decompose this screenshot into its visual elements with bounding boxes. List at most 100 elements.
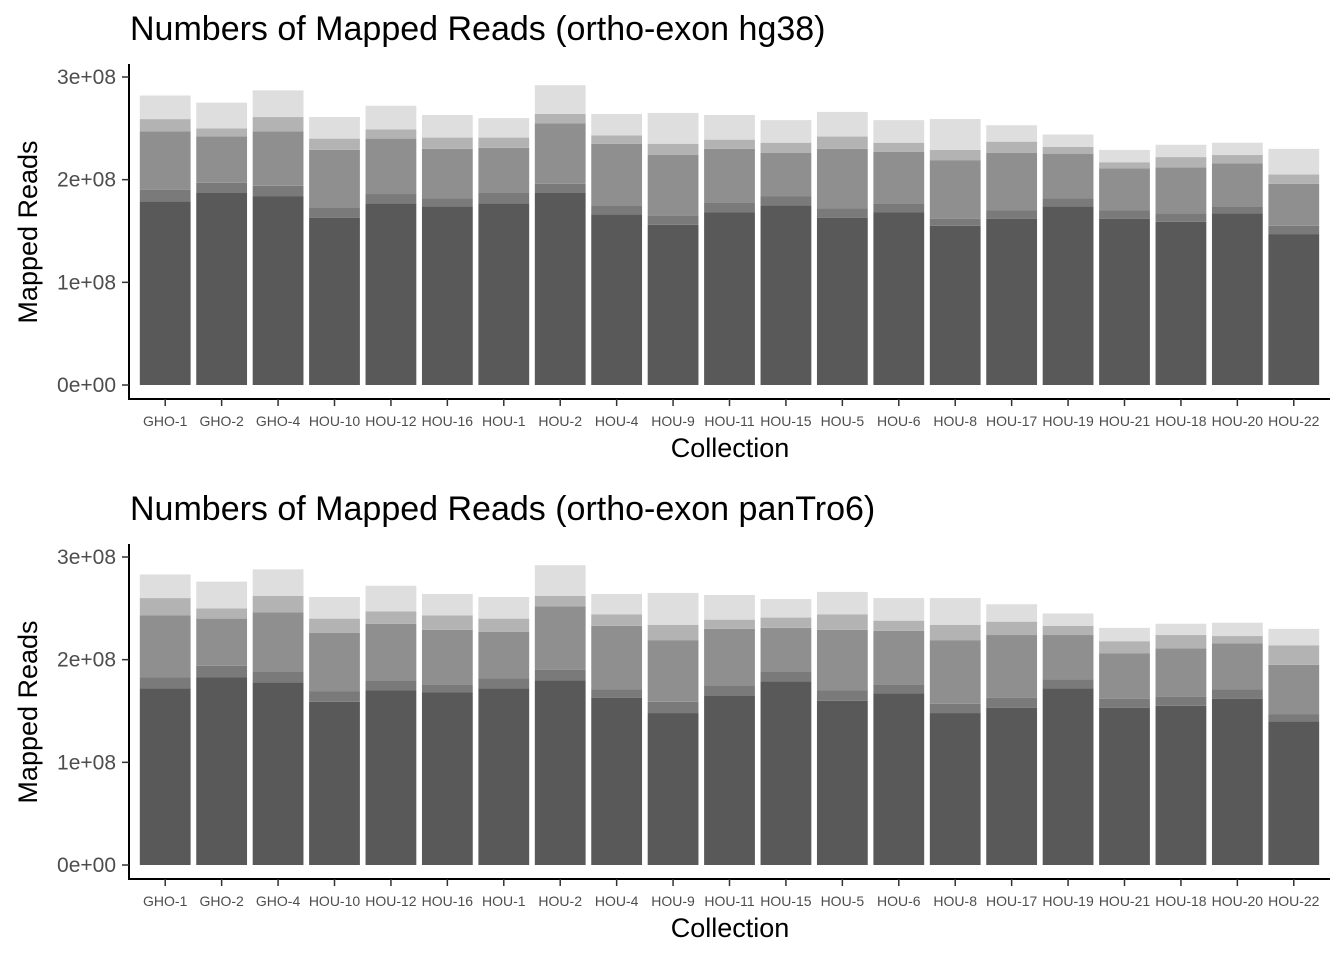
bar-segment [139,119,191,132]
x-tick-label: HOU-15 [760,893,812,909]
y-ticks: 0e+00 1e+08 2e+08 3e+08 [57,66,129,397]
bar-segment [478,631,530,679]
x-tick-label: GHO-4 [256,413,301,429]
bar-segment [534,123,586,184]
bar-segment [986,152,1038,211]
x-axis-title: Collection [671,913,790,943]
y-tick-label: 0e+00 [57,854,116,877]
bar-segment [986,697,1038,708]
bar-segment [365,680,417,691]
bar-segment [309,117,360,139]
y-tick-label: 1e+08 [57,271,116,294]
bar-segment [1268,721,1320,865]
bar-segment [647,713,699,865]
bar-segment [647,112,699,144]
x-tick-label: HOU-20 [1212,893,1264,909]
bar-segment [1042,198,1094,207]
bar-segment [929,598,981,625]
bar-segment [534,565,586,597]
bar-segment [139,189,191,202]
bar-segment [986,707,1038,865]
bar-segment [478,147,530,194]
bar-segment [760,120,812,143]
bar-segment [252,185,304,197]
bar-segment [309,691,360,702]
x-tick-label: HOU-1 [482,893,526,909]
x-tick-label: HOU-5 [821,893,865,909]
x-tick-label: GHO-1 [143,893,188,909]
bar-segment [365,194,417,204]
bar-stack-group [139,565,1320,865]
bar-segment [986,635,1038,698]
bar-segment [591,205,643,215]
bar-segment [478,597,530,619]
bar-segment [421,137,473,149]
bar-segment [1099,641,1150,654]
bar-segment [421,198,473,207]
bar-segment [704,202,755,213]
bar-segment [1211,142,1263,156]
bar-segment [309,217,360,385]
bar-segment [1211,689,1263,699]
bar-segment [1268,225,1320,235]
bar-segment [421,114,473,138]
bar-segment [421,206,473,385]
bar-segment [1155,696,1207,706]
bar-segment [1042,625,1094,636]
bar-segment [365,585,417,612]
bar-segment [986,218,1038,385]
bar-segment [647,143,699,156]
bar-segment [986,141,1038,153]
bar-segment [1211,643,1263,690]
chart-panel-pantro6: Numbers of Mapped Reads (ortho-exon panT… [13,490,1330,943]
bar-segment [1155,144,1207,158]
bar-segment [760,152,812,197]
bar-segment [816,148,868,209]
x-tick-label: HOU-21 [1099,413,1151,429]
bar-segment [534,680,586,865]
bar-segment [647,701,699,714]
y-tick-label: 3e+08 [57,546,116,569]
bar-segment [365,105,417,130]
x-tick-label: HOU-15 [760,413,812,429]
bar-segment [1099,210,1150,219]
bar-segment [1211,636,1263,644]
y-axis-title: Mapped Reads [13,620,43,803]
y-tick-label: 1e+08 [57,751,116,774]
x-tick-label: HOU-5 [821,413,865,429]
bar-segment [873,693,925,865]
bar-segment [1099,168,1150,211]
bar-segment [252,596,304,613]
bar-segment [704,139,755,149]
bar-segment [1268,234,1320,385]
bar-segment [478,618,530,632]
bar-segment [1211,622,1263,637]
bar-segment [760,617,812,628]
bar-segment [1042,206,1094,385]
bar-segment [365,129,417,139]
bar-segment [986,125,1038,142]
bar-segment [1268,714,1320,722]
bar-segment [704,628,755,686]
chart-title: Numbers of Mapped Reads (ortho-exon panT… [130,490,875,528]
bar-segment [196,608,248,619]
bar-segment [873,684,925,694]
bar-segment [534,183,586,194]
bar-segment [139,95,191,120]
bar-segment [421,615,473,630]
bar-segment [816,591,868,615]
bar-segment [252,117,304,132]
bar-segment [986,621,1038,636]
bar-segment [816,208,868,218]
bar-segment [873,598,925,621]
bar-segment [1268,174,1320,184]
bar-segment [309,597,360,619]
bar-segment [252,612,304,672]
bar-segment [873,203,925,213]
x-tick-label: HOU-17 [986,893,1038,909]
bar-segment [1042,146,1094,154]
bar-segment [986,604,1038,622]
bar-segment [196,136,248,183]
x-tick-label: HOU-2 [538,413,582,429]
bar-segment [873,630,925,685]
